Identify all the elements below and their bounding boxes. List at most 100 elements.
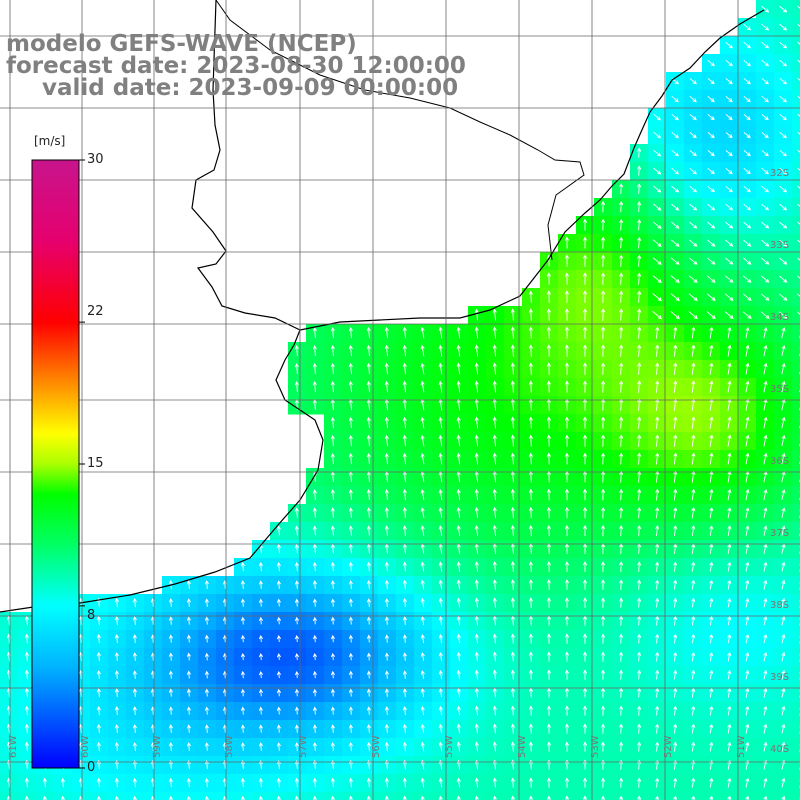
wind-arrow [474,615,479,626]
wind-arrow [619,741,624,752]
wind-arrow [781,633,786,644]
wind-arrow [797,185,800,189]
wind-arrow [258,652,264,661]
wind-arrow [779,41,788,49]
wind-arrow [132,777,137,788]
wind-arrow [276,742,281,751]
wind-arrow [348,507,353,518]
wind-arrow [474,434,479,447]
wind-arrow [779,185,787,193]
wind-arrow [384,452,389,465]
wind-arrow [779,77,788,85]
wind-cell [144,792,163,800]
wind-arrow [797,221,800,225]
wind-arrow [691,741,696,752]
wind-arrow [637,272,642,285]
wind-arrow [366,706,371,715]
wind-arrow [492,434,497,447]
wind-arrow [619,200,624,213]
wind-arrow [276,525,281,536]
wind-arrow [204,634,209,643]
wind-arrow [312,634,318,643]
wind-arrow [312,489,317,500]
wind-arrow [673,506,678,519]
wind-arrow [438,488,443,501]
wind-cell [90,792,109,800]
wind-arrow [619,651,624,662]
wind-cell [792,36,800,55]
wind-arrow [655,723,660,734]
wind-arrow [204,688,209,697]
wind-arrow [637,651,642,662]
wind-arrow [528,741,533,752]
longitude-label: 52W [663,735,674,758]
wind-arrow [691,344,696,357]
wind-arrow [384,723,389,734]
wind-arrow [582,344,588,357]
wind-arrow [727,416,732,429]
wind-arrow [601,218,606,231]
wind-arrow [601,488,606,501]
wind-arrow [348,670,353,679]
wind-arrow [582,290,588,303]
wind-arrow [761,149,769,157]
wind-arrow [727,434,732,447]
wind-arrow [312,380,317,393]
wind-cell [756,792,775,800]
wind-arrow [258,561,263,572]
wind-arrow [619,633,624,644]
wind-arrow [456,741,461,752]
wind-cell [792,216,800,235]
wind-arrow [673,362,678,375]
wind-arrow [528,290,533,303]
wind-cell [702,792,721,800]
wind-cell [792,684,800,703]
wind-arrow [492,651,497,662]
wind-arrow [781,705,786,716]
latitude-label: 34S [770,312,789,323]
wind-arrow [528,579,533,590]
wind-arrow [546,561,551,572]
wind-arrow [96,651,101,662]
wind-arrow [546,398,551,411]
wind-arrow [797,131,800,135]
wind-arrow [727,795,732,800]
wind-arrow [779,275,788,283]
wind-arrow [727,615,732,626]
wind-arrow [763,687,768,698]
wind-arrow [474,561,479,572]
wind-arrow [132,670,137,679]
wind-arrow [240,688,245,697]
wind-arrow [492,615,497,626]
wind-arrow [312,616,317,625]
wind-arrow [456,326,461,339]
wind-arrow [546,705,551,716]
wind-arrow [294,706,299,715]
wind-arrow [294,724,299,733]
wind-arrow [727,741,732,752]
wind-arrow [204,795,209,800]
wind-arrow [510,777,515,788]
wind-arrow [637,452,642,465]
wind-arrow [781,687,786,698]
wind-arrow [240,616,245,625]
wind-arrow [348,616,353,625]
wind-cell [522,792,541,800]
wind-cell [792,414,800,433]
wind-arrow [366,579,371,590]
wind-arrow [258,742,263,751]
wind-arrow [438,741,443,752]
wind-arrow [601,344,606,357]
wind-arrow [745,452,750,465]
wind-arrow [384,634,389,643]
wind-arrow [745,705,750,716]
wind-arrow [366,362,371,375]
wind-arrow [366,507,371,518]
wind-arrow [653,149,662,157]
wind-arrow [474,326,479,339]
wind-arrow [474,741,479,752]
wind-arrow [96,741,101,752]
wind-arrow [24,651,29,662]
wind-cell [684,792,703,800]
wind-arrow [276,598,281,607]
